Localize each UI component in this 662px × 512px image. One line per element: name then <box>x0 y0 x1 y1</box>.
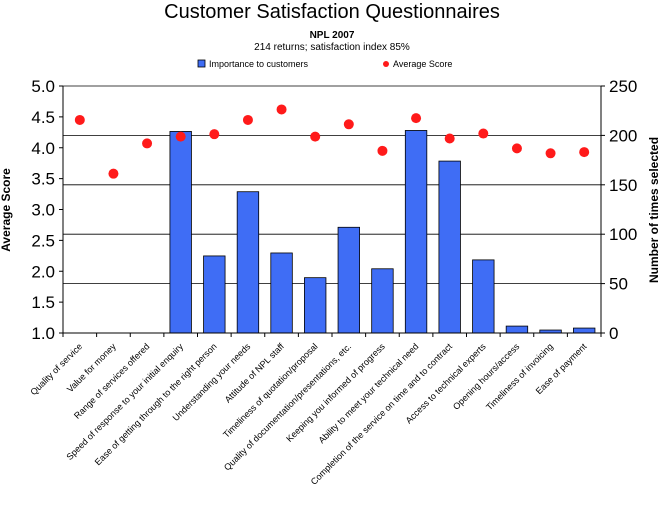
score-marker-2 <box>108 168 119 179</box>
left-tick-label: 5.0 <box>31 77 55 96</box>
legend-marker-average-score <box>383 61 389 67</box>
bar-5 <box>203 255 226 334</box>
score-marker-8 <box>310 131 321 142</box>
bar-9 <box>337 226 360 334</box>
bar-8 <box>304 277 327 334</box>
left-tick-label: 4.5 <box>31 108 55 127</box>
bar-6 <box>236 191 260 334</box>
legend-label-average-score: Average Score <box>393 59 452 69</box>
legend: Importance to customers Average Score <box>197 59 452 69</box>
right-axis-tick-labels: 0 50 100 150 200 250 <box>609 77 637 343</box>
bar-11 <box>404 130 428 334</box>
left-tick-label: 3.0 <box>31 201 55 220</box>
category-label-15: Timeliness of invoicing <box>484 341 555 412</box>
score-marker-7 <box>276 104 287 115</box>
left-tick-label: 3.5 <box>31 170 55 189</box>
score-marker-5 <box>209 129 220 140</box>
score-marker-16 <box>579 147 590 158</box>
chart-title: Customer Satisfaction Questionnaires <box>164 1 500 23</box>
chart-subtitle-1: NPL 2007 <box>310 30 355 41</box>
bar-series <box>169 130 596 334</box>
right-tick-label: 200 <box>609 126 637 145</box>
category-label-4: Speed of response to your initial enquir… <box>64 341 185 462</box>
right-tick-label: 100 <box>609 225 637 244</box>
right-tick-label: 250 <box>609 77 637 96</box>
left-tick-label: 1.5 <box>31 293 55 312</box>
right-tick-label: 150 <box>609 176 637 195</box>
score-marker-13 <box>478 128 489 139</box>
marker-series <box>74 104 590 179</box>
bar-12 <box>438 160 461 334</box>
chart-subtitle-2: 214 returns; satisfaction index 85% <box>254 42 410 53</box>
bar-16 <box>573 327 596 334</box>
score-marker-10 <box>377 145 388 156</box>
score-marker-4 <box>175 131 186 142</box>
left-tick-label: 2.5 <box>31 231 55 250</box>
right-axis-title: Number of times selected <box>647 137 661 283</box>
left-tick-label: 4.0 <box>31 139 55 158</box>
score-marker-6 <box>242 114 253 125</box>
left-tick-label: 2.0 <box>31 262 55 281</box>
left-axis-tick-labels: 1.0 1.5 2.0 2.5 3.0 3.5 4.0 4.5 5.0 <box>31 77 55 343</box>
right-tick-label: 0 <box>609 324 618 343</box>
score-marker-15 <box>545 148 556 159</box>
score-marker-14 <box>511 143 522 154</box>
category-label-14: Opening hours/access <box>451 341 522 412</box>
score-marker-3 <box>142 138 153 149</box>
left-tick-label: 1.0 <box>31 324 55 343</box>
legend-label-importance: Importance to customers <box>209 59 309 69</box>
score-marker-1 <box>74 114 85 125</box>
bar-7 <box>270 252 293 334</box>
bar-13 <box>472 259 495 334</box>
category-label-9: Quality of documentation/presentations, … <box>222 341 353 472</box>
bar-10 <box>371 268 394 334</box>
bar-4 <box>169 131 192 334</box>
category-label-7: Attitude of NPL staff <box>223 341 287 405</box>
score-marker-9 <box>343 119 354 130</box>
score-marker-12 <box>444 133 455 144</box>
category-label-5: Ease of getting through to the right per… <box>93 341 219 467</box>
score-marker-11 <box>411 113 422 124</box>
gridlines <box>63 85 601 285</box>
right-tick-label: 50 <box>609 275 628 294</box>
legend-swatch-importance <box>197 59 206 68</box>
bar-14 <box>505 325 529 334</box>
left-axis-title: Average Score <box>0 168 13 252</box>
axes <box>59 85 605 337</box>
